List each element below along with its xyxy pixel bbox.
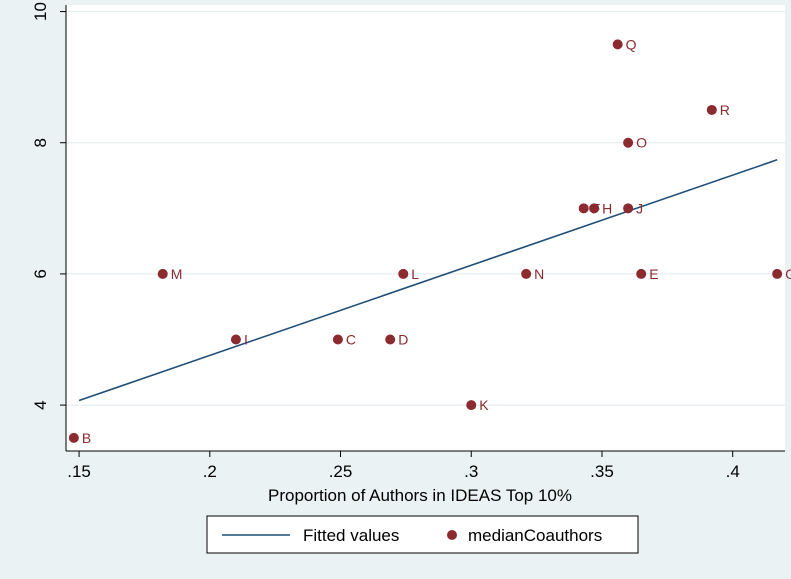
x-tick-label: .35 [590,462,614,481]
point-B [68,432,79,443]
point-label-O: O [636,135,647,151]
legend-box [206,515,639,554]
point-K [466,400,477,411]
point-M [157,268,168,279]
point-G [772,268,783,279]
point-label-I: I [244,332,248,348]
point-F [578,203,589,214]
point-label-M: M [171,266,183,282]
legend: Fitted values medianCoauthors [206,515,639,554]
point-label-H: H [602,200,612,216]
point-C [332,334,343,345]
point-N [521,268,532,279]
point-label-D: D [398,332,408,348]
point-label-R: R [720,102,730,118]
legend-label-fitted: Fitted values [303,526,399,545]
legend-label-scatter: medianCoauthors [468,526,602,545]
plot-area [66,5,785,451]
y-tick-label: 6 [31,269,50,278]
point-R [706,104,717,115]
y-tick-label: 8 [31,138,50,147]
point-label-K: K [479,397,489,413]
point-label-C: C [346,332,356,348]
x-tick-label: .25 [329,462,353,481]
x-tick-label: .3 [464,462,478,481]
point-label-B: B [82,430,91,446]
point-I [230,334,241,345]
point-label-L: L [411,266,419,282]
point-D [385,334,396,345]
point-label-J: J [636,200,643,216]
point-label-Q: Q [626,36,637,52]
axes-ticks: 4 6 8 10 .15 .2 .25 .3 .35 .4 [31,2,740,481]
x-tick-label: .15 [67,462,91,481]
point-O [623,137,634,148]
point-Q [612,39,623,50]
point-J [623,203,634,214]
legend-dot-swatch [447,530,457,540]
point-H [589,203,600,214]
gridlines [66,10,785,406]
x-tick-label: .2 [203,462,217,481]
point-L [398,268,409,279]
y-tick-label: 4 [31,400,50,409]
y-tick-label: 10 [31,2,50,21]
point-label-N: N [534,266,544,282]
point-label-E: E [649,266,658,282]
points-layer: BMICDLKNFHQOJERG [68,36,791,446]
x-axis-label: Proportion of Authors in IDEAS Top 10% [268,486,572,505]
point-label-G: G [785,266,791,282]
point-E [636,268,647,279]
fitted-line [78,159,778,402]
fitted-line-layer [78,159,778,402]
x-tick-label: .4 [726,462,740,481]
